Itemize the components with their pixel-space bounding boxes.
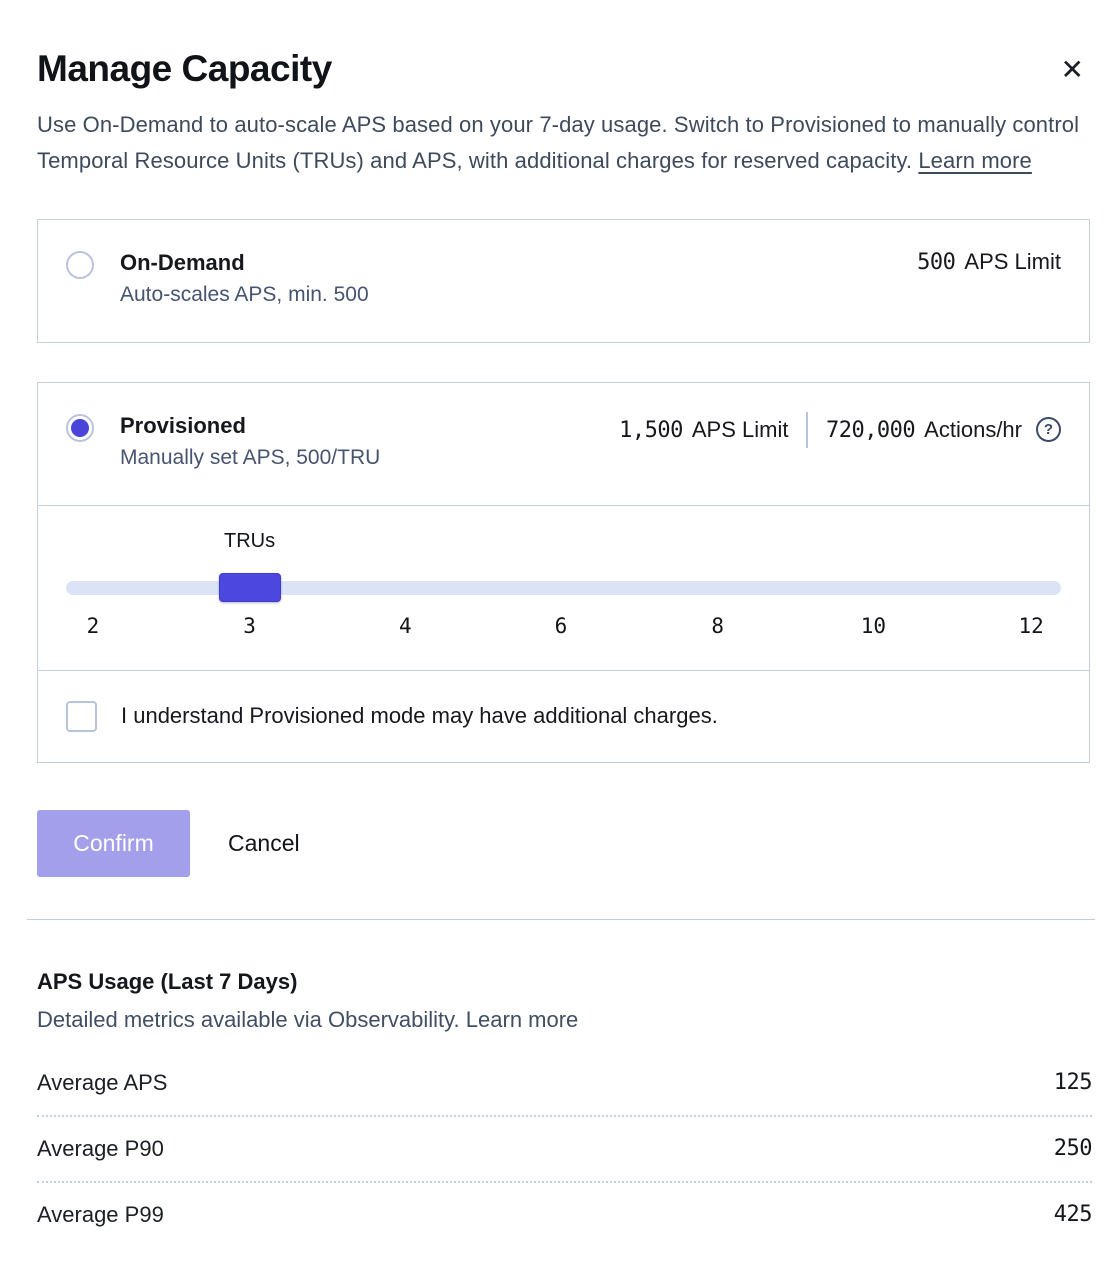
row-value: 425 [1053,1202,1093,1228]
table-row: Average APS 125 [37,1051,1093,1115]
tick-2: 2 [86,613,100,638]
tick-12: 12 [1018,613,1044,638]
provisioned-text: Provisioned Manually set APS, 500/TRU [120,411,380,473]
provisioned-radio[interactable] [66,413,94,442]
on-demand-label: On-Demand [120,249,245,275]
usage-subtitle-text: Detailed metrics available via Observabi… [37,1006,460,1032]
usage-subtitle: Detailed metrics available via Observabi… [37,1005,1090,1035]
slider-ticks: 2 3 4 6 8 10 12 [66,614,1061,648]
provisioned-row[interactable]: Provisioned Manually set APS, 500/TRU 1,… [38,383,1089,505]
page-title: Manage Capacity [37,48,332,89]
provisioned-aps-limit: 1,500 APS Limit [619,417,788,443]
usage-learn-more-link[interactable]: Learn more [465,1006,579,1032]
acknowledge-section: I understand Provisioned mode may have a… [38,669,1089,762]
learn-more-link[interactable]: Learn more [918,147,1032,173]
acknowledge-checkbox[interactable] [66,700,97,732]
on-demand-radio[interactable] [66,250,94,279]
slider-label: TRUs [224,529,276,552]
acknowledge-label: I understand Provisioned mode may have a… [121,703,718,729]
tick-6: 6 [554,613,568,638]
section-divider [27,918,1095,920]
provisioned-actions-value: 720,000 [825,417,916,443]
on-demand-row: On-Demand Auto-scales APS, min. 500 500 … [38,220,1089,342]
dialog-description: Use On-Demand to auto-scale APS based on… [37,107,1090,179]
tick-3: 3 [243,613,256,638]
provisioned-metrics: 1,500 APS Limit 720,000 Actions/hr ? [619,411,1061,448]
provisioned-actions-rate: 720,000 Actions/hr [826,417,1022,443]
usage-table: Average APS 125 Average P90 250 Average … [37,1051,1093,1247]
cancel-button[interactable]: Cancel [228,829,300,856]
provisioned-option-card: Provisioned Manually set APS, 500/TRU 1,… [37,381,1090,763]
on-demand-sublabel: Auto-scales APS, min. 500 [120,282,369,306]
row-value: 250 [1053,1136,1093,1162]
confirm-button[interactable]: Confirm [37,809,190,877]
tick-10: 10 [860,613,887,638]
tru-slider-section: TRUs 2 3 4 6 8 10 12 [38,504,1089,670]
slider-track[interactable] [66,580,1061,595]
provisioned-sublabel: Manually set APS, 500/TRU [120,445,381,469]
dialog-header: Manage Capacity ✕ [37,48,1090,91]
close-icon[interactable]: ✕ [1055,52,1090,88]
dialog-actions: Confirm Cancel [37,809,1090,877]
table-row: Average P90 250 [37,1114,1093,1181]
on-demand-option-card[interactable]: On-Demand Auto-scales APS, min. 500 500 … [37,218,1090,343]
table-row: Average P99 425 [37,1180,1093,1247]
help-icon[interactable]: ? [1036,417,1061,443]
row-label: Average P90 [37,1135,164,1161]
provisioned-aps-suffix: APS Limit [691,416,789,442]
row-label: Average APS [37,1069,168,1095]
usage-title: APS Usage (Last 7 Days) [37,968,298,994]
row-label: Average P99 [37,1201,164,1227]
on-demand-metrics: 500 APS Limit [917,248,1061,275]
provisioned-aps-value: 1,500 [619,417,683,443]
tick-4: 4 [398,613,412,638]
description-text: Use On-Demand to auto-scale APS based on… [37,111,1080,173]
manage-capacity-dialog: Manage Capacity ✕ Use On-Demand to auto-… [37,48,1090,877]
row-value: 125 [1053,1070,1093,1096]
slider-handle[interactable] [218,572,281,602]
on-demand-aps-value: 500 [917,249,956,275]
metrics-divider [806,411,808,448]
provisioned-actions-suffix: Actions/hr [924,416,1022,442]
on-demand-aps-suffix: APS Limit [964,248,1061,274]
on-demand-aps-limit: 500 APS Limit [917,249,1061,275]
provisioned-label: Provisioned [120,412,246,438]
aps-usage-section: APS Usage (Last 7 Days) Detailed metrics… [37,967,1093,1247]
on-demand-text: On-Demand Auto-scales APS, min. 500 [120,248,369,310]
tick-8: 8 [711,613,725,638]
